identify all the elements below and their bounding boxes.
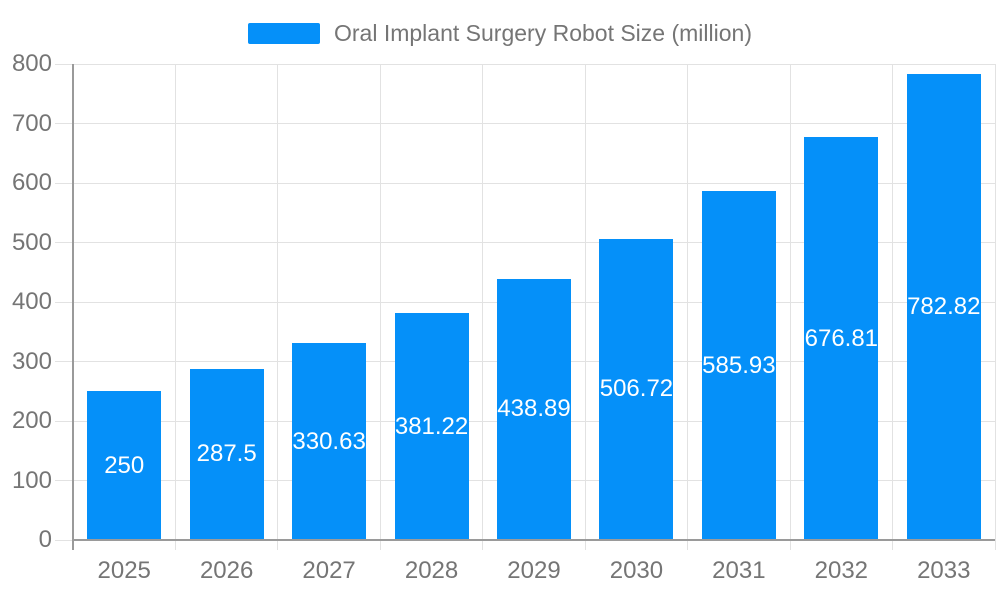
- bar-value-label: 676.81: [804, 324, 879, 352]
- bar-2025[interactable]: [87, 391, 162, 540]
- y-axis-tick: [55, 539, 73, 541]
- gridline-vertical: [892, 64, 894, 540]
- gridline-vertical: [482, 64, 484, 540]
- bar-value-label: 506.72: [599, 375, 674, 403]
- bar-value-label: 438.89: [497, 395, 571, 423]
- x-axis-tick: [379, 540, 381, 550]
- bar-2033[interactable]: [906, 74, 981, 540]
- x-axis-tick: [482, 540, 484, 550]
- gridline-vertical: [789, 64, 791, 540]
- y-axis-tick-label: 600: [11, 169, 52, 196]
- bar-value-label: 782.82: [907, 293, 981, 321]
- x-axis-tick: [584, 540, 586, 550]
- y-axis-tick-label: 100: [11, 466, 52, 494]
- y-axis-tick-label: 800: [11, 50, 52, 77]
- y-axis-tick-label: 700: [11, 109, 52, 137]
- y-axis-tick-label: 400: [11, 288, 52, 315]
- bar-value-label: 585.93: [702, 351, 776, 379]
- y-axis-tick-label: 0: [38, 526, 52, 553]
- gridline-vertical: [174, 64, 176, 540]
- x-axis-tick-label: 2031: [712, 557, 766, 584]
- gridline-horizontal: [73, 242, 995, 243]
- gridline-vertical: [994, 64, 996, 540]
- x-axis-tick-label: 2033: [917, 557, 971, 584]
- y-axis-tick-label: 500: [11, 228, 52, 256]
- y-axis-tick-label: 300: [11, 347, 52, 375]
- y-axis-tick: [55, 420, 73, 422]
- x-axis-tick: [277, 540, 279, 550]
- bar-2031[interactable]: [701, 191, 776, 540]
- y-axis-tick: [55, 182, 73, 184]
- gridline-horizontal: [73, 182, 995, 184]
- x-axis-tick-label: 2030: [609, 557, 664, 584]
- bar-2032[interactable]: [804, 137, 879, 540]
- y-axis-tick: [55, 361, 73, 362]
- gridline-vertical: [584, 64, 586, 540]
- gridline-vertical: [687, 64, 689, 540]
- x-axis-tick-label: 2029: [507, 557, 561, 584]
- x-axis-tick: [174, 540, 176, 550]
- y-axis-tick: [55, 480, 73, 481]
- bar-value-label: 330.63: [292, 427, 366, 455]
- x-axis-tick-label: 2026: [199, 557, 254, 584]
- x-axis-tick-label: 2027: [302, 557, 356, 584]
- x-axis-tick: [892, 540, 894, 550]
- y-axis-tick: [55, 242, 73, 243]
- y-axis-tick-label: 200: [11, 407, 52, 434]
- x-axis-tick-label: 2032: [814, 557, 869, 584]
- bar-2026[interactable]: [189, 368, 264, 540]
- x-axis-tick: [687, 540, 689, 550]
- bar-2027[interactable]: [292, 343, 367, 540]
- y-axis-tick: [55, 123, 73, 124]
- y-axis-line: [72, 64, 74, 550]
- gridline-vertical: [379, 64, 381, 540]
- x-axis-tick-label: 2025: [97, 557, 151, 584]
- bar-2030[interactable]: [599, 238, 674, 540]
- bar-value-label: 287.5: [196, 440, 257, 468]
- legend[interactable]: Oral Implant Surgery Robot Size (million…: [0, 20, 1000, 47]
- y-axis-tick: [55, 301, 73, 303]
- y-axis-tick: [55, 63, 73, 65]
- legend-swatch: [248, 23, 320, 44]
- gridline-horizontal: [73, 63, 995, 65]
- x-axis-line: [73, 539, 995, 541]
- bar-value-label: 250: [104, 451, 145, 479]
- x-axis-tick: [994, 540, 996, 550]
- bar-value-label: 381.22: [394, 412, 469, 440]
- x-axis-tick: [789, 540, 791, 550]
- gridline-horizontal: [73, 123, 995, 124]
- bar-2028[interactable]: [394, 313, 469, 540]
- legend-label: Oral Implant Surgery Robot Size (million…: [334, 20, 752, 46]
- bar-2029[interactable]: [497, 278, 571, 540]
- x-axis-tick-label: 2028: [404, 557, 459, 584]
- gridline-vertical: [277, 64, 279, 540]
